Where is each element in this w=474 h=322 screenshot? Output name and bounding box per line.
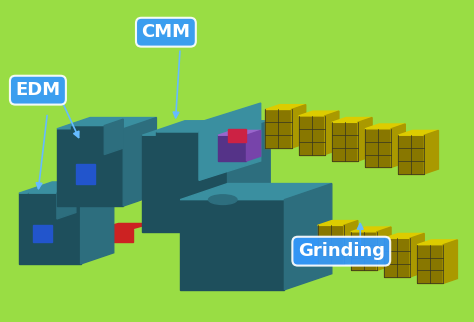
Polygon shape [19,182,114,193]
Polygon shape [417,240,457,245]
Polygon shape [142,121,270,135]
Polygon shape [156,132,199,180]
Polygon shape [180,200,284,290]
Polygon shape [365,124,405,129]
Polygon shape [292,105,306,148]
Polygon shape [332,118,372,122]
Polygon shape [218,135,246,161]
Polygon shape [19,193,81,264]
Polygon shape [100,223,152,229]
Text: Grinding: Grinding [298,242,385,260]
Polygon shape [351,227,391,232]
Polygon shape [218,130,261,135]
Polygon shape [57,129,123,206]
Polygon shape [417,245,443,283]
Polygon shape [28,187,76,193]
Polygon shape [318,225,344,264]
Polygon shape [265,109,292,148]
Polygon shape [166,167,209,171]
Polygon shape [265,105,306,109]
Polygon shape [57,187,76,219]
Polygon shape [299,116,325,155]
Text: CMM: CMM [141,23,191,41]
Polygon shape [332,122,358,161]
Polygon shape [443,240,457,283]
Polygon shape [325,111,339,155]
Polygon shape [424,130,438,174]
Polygon shape [199,103,261,180]
Polygon shape [391,124,405,167]
Polygon shape [104,119,123,155]
Polygon shape [166,171,194,180]
Polygon shape [398,130,438,135]
Polygon shape [284,184,332,290]
Polygon shape [100,175,152,180]
Polygon shape [365,129,391,167]
Polygon shape [33,225,52,242]
Polygon shape [76,164,95,184]
Polygon shape [199,124,223,180]
Polygon shape [156,124,223,132]
Polygon shape [71,126,104,155]
Ellipse shape [209,195,237,204]
Polygon shape [384,238,410,277]
Polygon shape [100,229,133,242]
Polygon shape [344,221,358,264]
Polygon shape [351,232,377,270]
Polygon shape [71,119,123,126]
Polygon shape [318,221,358,225]
Polygon shape [228,129,246,142]
Polygon shape [384,233,424,238]
Polygon shape [398,135,424,174]
Polygon shape [81,182,114,264]
Polygon shape [142,135,228,232]
Polygon shape [358,118,372,161]
Polygon shape [228,121,270,232]
Polygon shape [133,187,166,200]
Polygon shape [28,193,57,219]
Text: EDM: EDM [15,81,61,99]
Polygon shape [123,118,156,206]
Polygon shape [410,233,424,277]
Polygon shape [100,180,133,193]
Polygon shape [133,182,185,187]
Polygon shape [299,111,339,116]
Polygon shape [57,118,156,129]
Polygon shape [377,227,391,270]
Polygon shape [246,130,261,161]
Polygon shape [180,184,332,200]
